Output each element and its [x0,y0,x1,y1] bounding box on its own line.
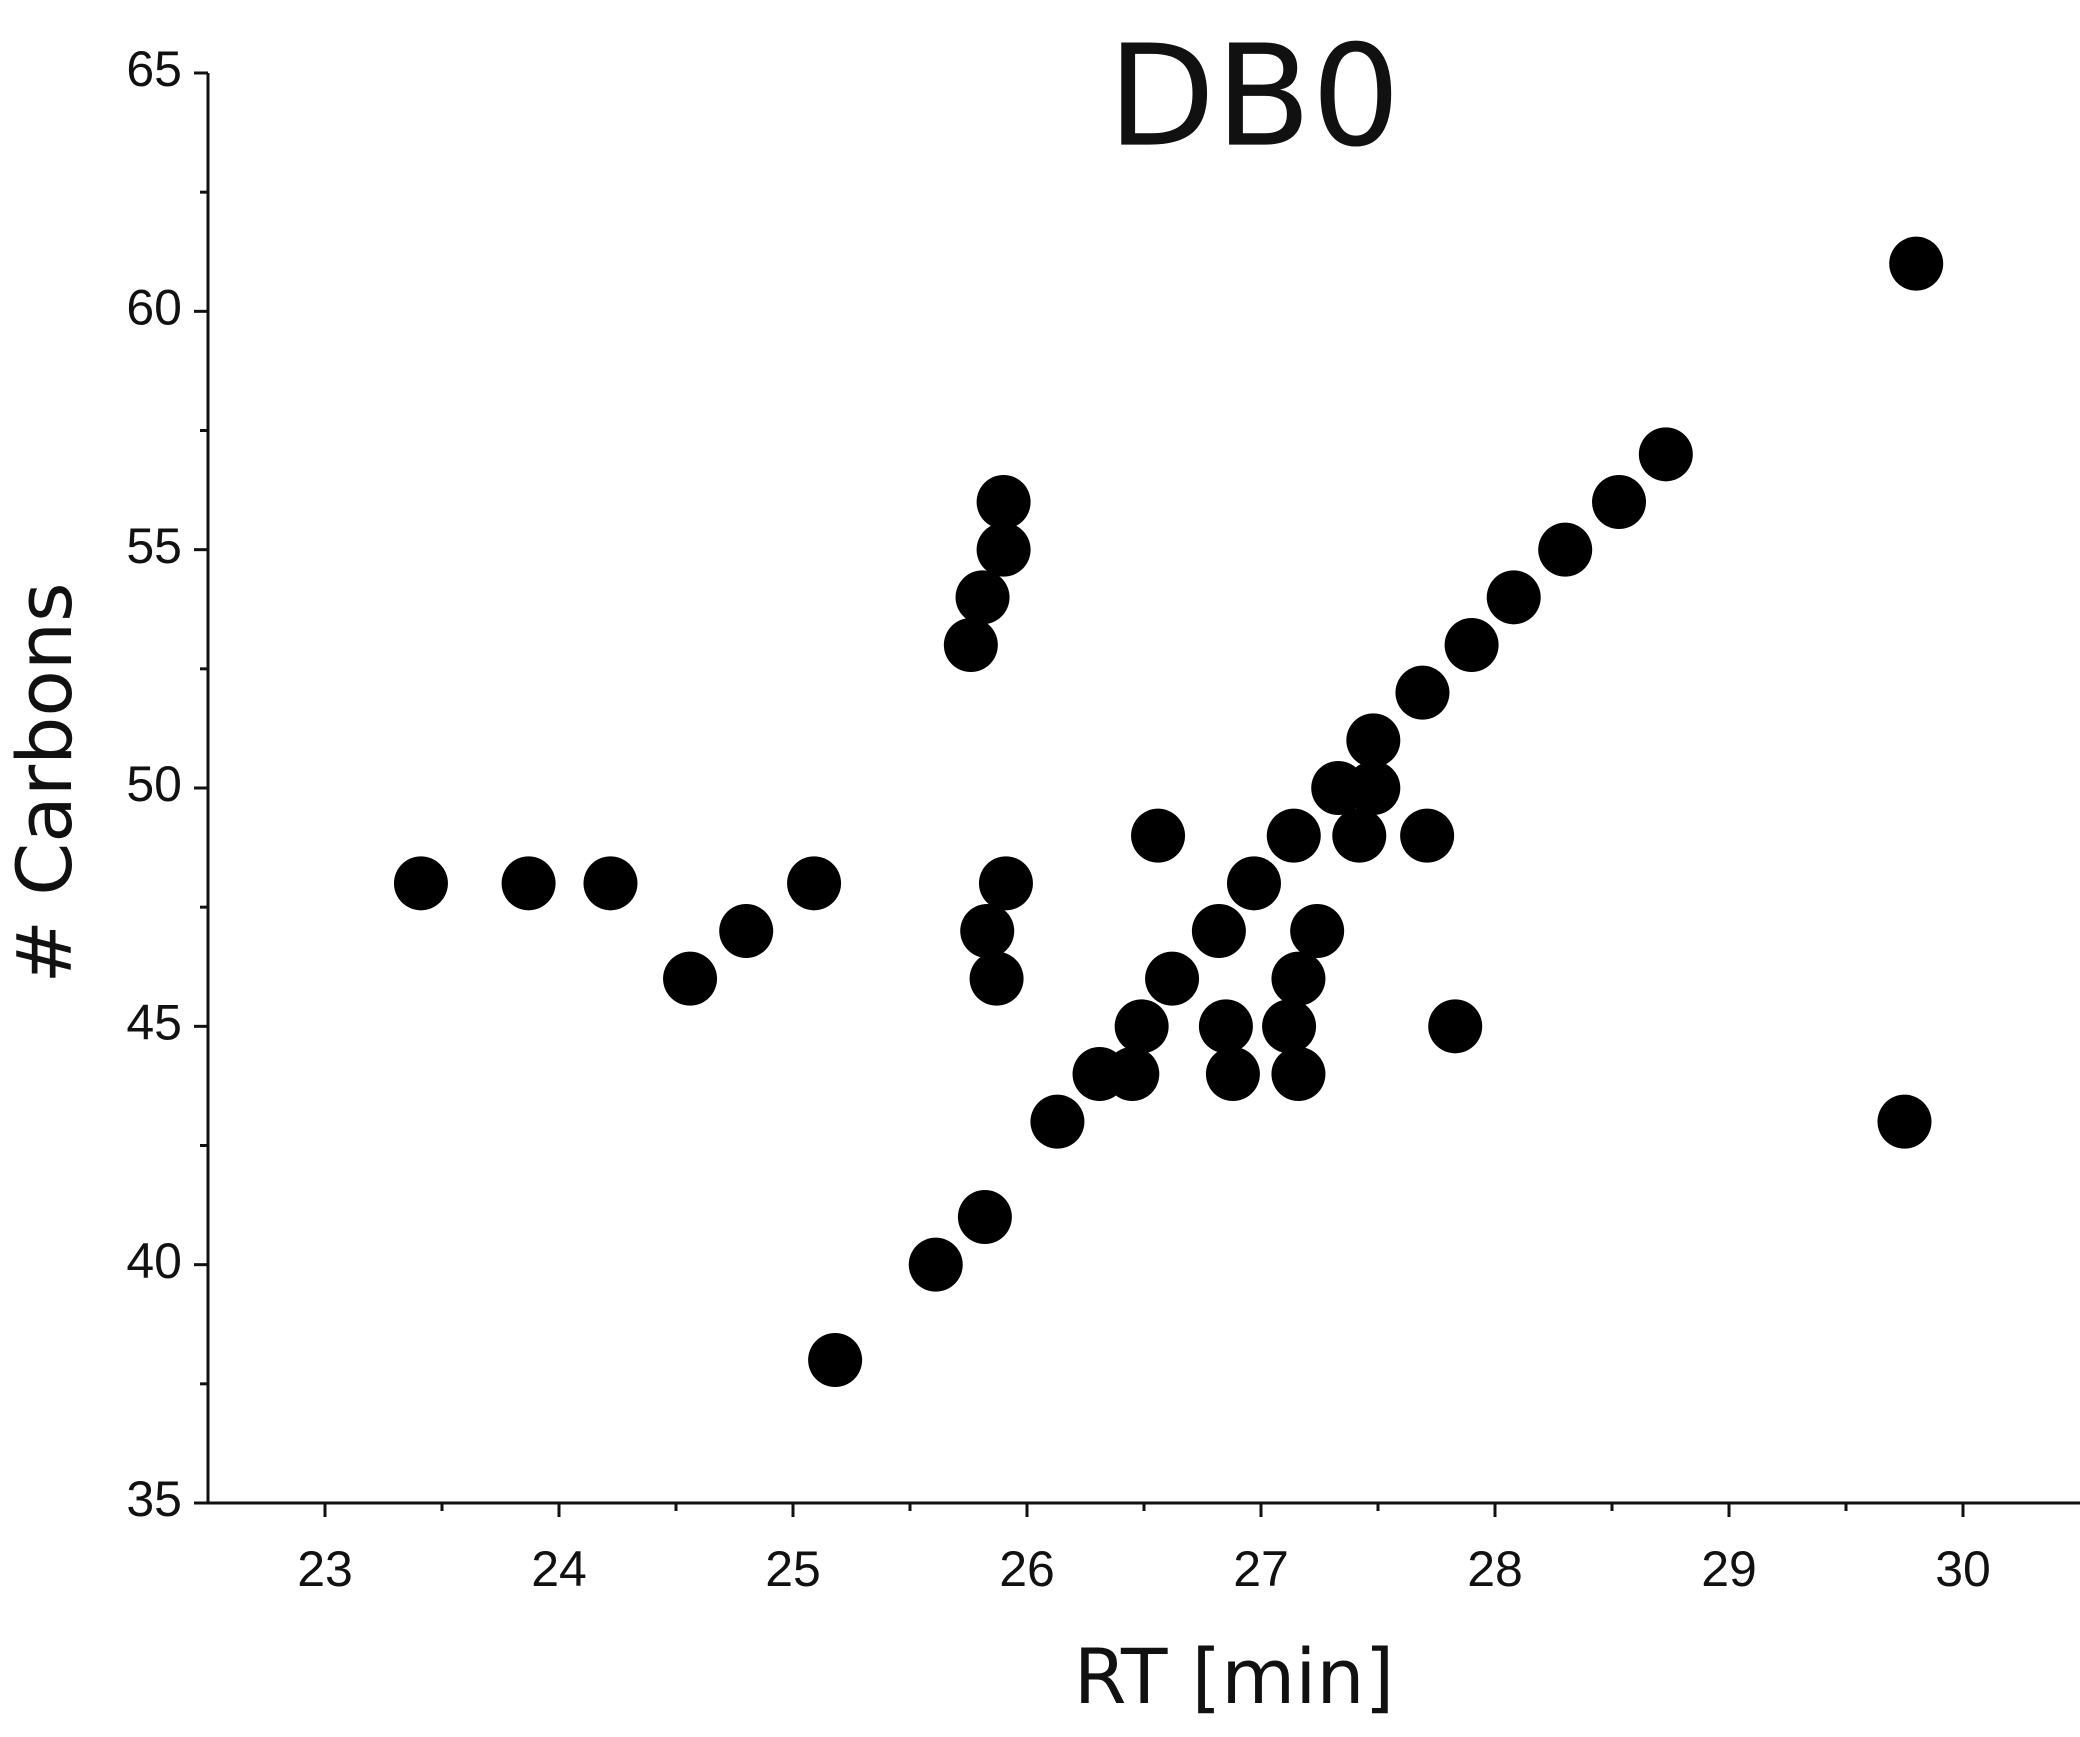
point [1145,951,1200,1006]
point [955,570,1010,625]
x-tick-label: 29 [1701,1541,1757,1597]
point [1346,713,1401,768]
point [1198,999,1253,1054]
point [1346,761,1401,815]
point [976,475,1031,529]
y-tick-label: 35 [126,1471,182,1527]
y-tick-label: 45 [126,995,182,1051]
point [1290,904,1345,958]
point [1395,665,1450,720]
point [1400,808,1455,863]
x-tick-label: 27 [1233,1541,1289,1597]
point [719,904,774,958]
x-tick-label: 23 [297,1541,353,1597]
point [1262,999,1317,1054]
x-tick-label: 25 [765,1541,821,1597]
point [1266,808,1321,863]
point [1271,1047,1326,1101]
point [969,951,1024,1006]
point [1226,856,1281,911]
point [1191,904,1246,958]
y-tick-label: 65 [126,41,182,97]
point [1638,427,1693,482]
x-tick-label: 24 [531,1541,587,1597]
point [1205,1047,1260,1101]
point [1131,808,1186,863]
point [663,951,718,1006]
point [1030,1094,1085,1149]
point [1538,522,1593,577]
chart-title: DB0 [1108,16,1401,179]
y-tick-label: 55 [126,518,182,574]
point [1444,618,1499,672]
point [501,856,556,911]
point [908,1237,963,1292]
point [978,856,1033,911]
x-tick-label: 30 [1935,1541,1991,1597]
point [583,856,638,911]
point [1877,1094,1932,1149]
y-tick-label: 40 [126,1233,182,1289]
y-axis-label: # Carbons [0,582,89,983]
point [787,856,842,911]
point [1428,999,1483,1054]
y-tick-label: 50 [126,756,182,812]
point [1486,570,1541,625]
point [1332,808,1387,863]
point [1114,999,1169,1054]
point [1889,236,1944,291]
point [393,856,448,911]
point [1592,475,1647,529]
y-tick-label: 60 [126,280,182,336]
point [976,522,1031,577]
point [808,1333,863,1387]
x-axis-label: RT [min] [1074,1632,1394,1721]
x-tick-label: 28 [1467,1541,1523,1597]
point [960,904,1015,958]
point [957,1190,1012,1244]
point [1271,951,1326,1006]
point [943,618,998,672]
point [1105,1047,1160,1101]
x-tick-label: 26 [999,1541,1055,1597]
